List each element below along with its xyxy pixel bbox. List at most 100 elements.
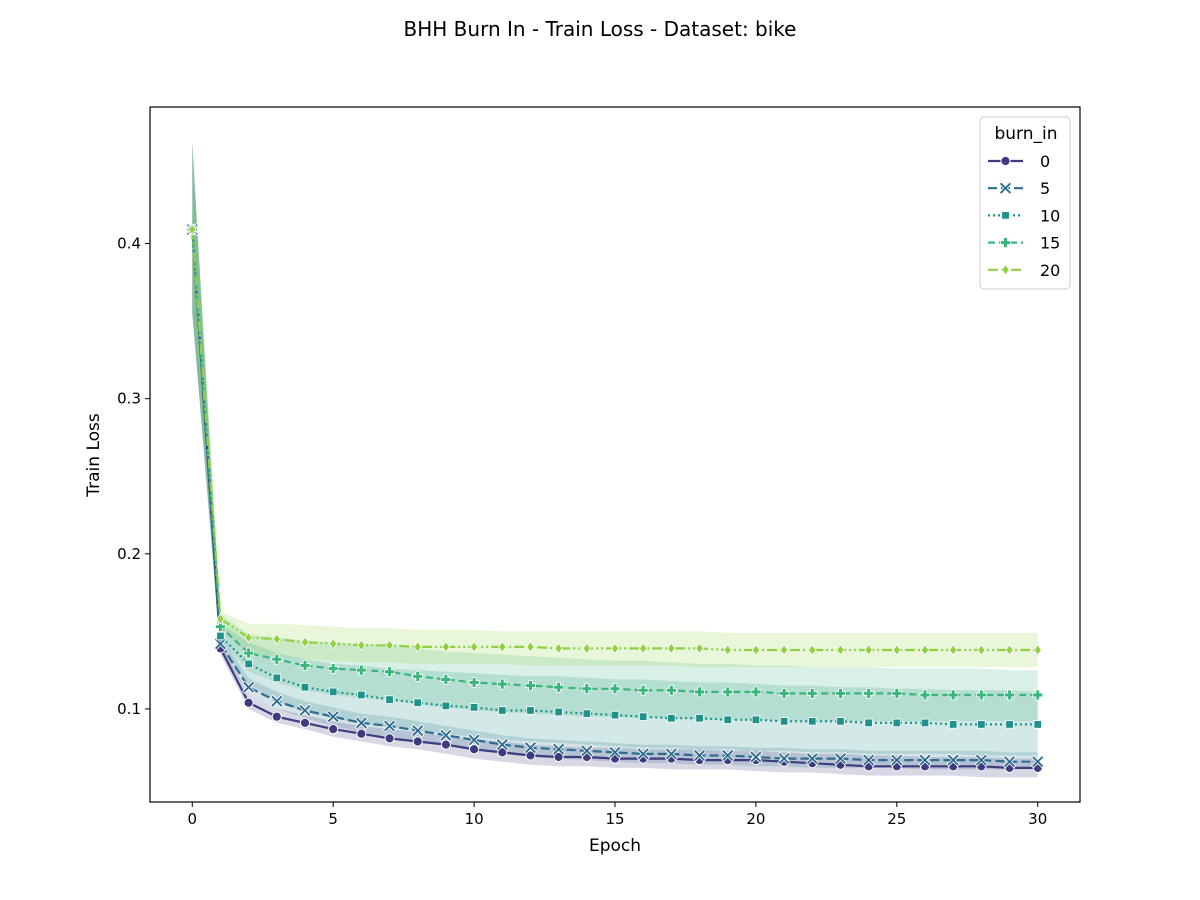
point-series-5	[608, 745, 622, 760]
point-series-5	[1002, 754, 1017, 769]
point-series-20	[554, 642, 563, 655]
point-series-10	[638, 712, 648, 721]
point-series-15	[750, 686, 762, 698]
point-series-15	[412, 670, 424, 682]
point-series-0	[497, 747, 508, 758]
legend-label-10: 10	[1040, 206, 1060, 225]
point-series-20	[977, 644, 986, 656]
point-series-10	[892, 718, 902, 728]
legend-marker-0	[1000, 155, 1011, 167]
point-series-10	[1033, 720, 1042, 729]
point-series-5	[777, 751, 791, 766]
point-series-0	[412, 736, 423, 747]
y-tick-label: 0.2	[117, 545, 141, 563]
point-series-20	[526, 641, 535, 653]
point-series-10	[526, 706, 535, 715]
point-series-15	[468, 677, 480, 688]
point-series-15	[863, 688, 875, 699]
point-series-0	[271, 711, 282, 722]
y-tick-label: 0.4	[117, 235, 141, 253]
point-series-5	[664, 747, 679, 761]
point-series-10	[385, 695, 394, 704]
point-series-15	[778, 688, 790, 699]
point-series-15	[919, 689, 931, 701]
point-series-20	[413, 641, 422, 653]
point-series-20	[441, 641, 451, 653]
point-series-20	[1033, 644, 1042, 656]
point-series-5	[495, 737, 509, 752]
point-series-20	[244, 631, 253, 644]
legend-title: burn_in	[994, 124, 1057, 144]
point-series-15	[665, 684, 677, 696]
point-series-5	[580, 744, 594, 758]
x-tick-label: 25	[887, 810, 906, 828]
point-series-20	[188, 223, 197, 236]
point-series-20	[272, 633, 282, 645]
point-series-20	[469, 641, 479, 653]
point-series-0	[440, 739, 452, 750]
legend: burn_in 0 5 10 15 20	[979, 116, 1071, 290]
x-tick-label: 5	[328, 810, 338, 828]
point-series-5	[833, 751, 848, 766]
point-series-5	[411, 723, 425, 738]
point-series-5	[523, 741, 538, 755]
point-series-15	[440, 674, 452, 685]
point-series-10	[723, 715, 732, 724]
x-tick-label: 10	[465, 810, 484, 828]
point-series-20	[695, 642, 704, 655]
point-series-15	[299, 660, 311, 671]
legend-marker-20	[1001, 264, 1010, 276]
point-series-15	[722, 686, 734, 698]
legend-marker-5	[998, 181, 1013, 195]
point-series-20	[300, 636, 310, 648]
x-axis-label: Epoch	[589, 836, 641, 856]
point-series-5	[213, 637, 228, 651]
x-tick-label: 0	[187, 810, 197, 828]
point-series-10	[1005, 720, 1014, 729]
point-series-0	[525, 750, 536, 761]
point-series-5	[946, 753, 960, 767]
point-series-5	[298, 703, 312, 718]
y-tick-label: 0.1	[117, 700, 141, 718]
point-series-0	[356, 728, 367, 739]
point-series-10	[977, 720, 986, 729]
point-series-10	[751, 715, 761, 724]
point-series-10	[216, 631, 225, 641]
point-series-10	[864, 718, 873, 728]
point-series-20	[751, 644, 761, 656]
legend-label-5: 5	[1040, 179, 1050, 198]
point-series-0	[553, 751, 564, 763]
point-series-0	[243, 697, 254, 708]
point-series-10	[920, 718, 930, 728]
point-series-5	[382, 719, 397, 733]
point-series-20	[582, 642, 592, 655]
point-series-15	[806, 688, 818, 699]
point-series-15	[496, 678, 508, 690]
point-series-10	[695, 714, 704, 723]
point-series-5	[721, 748, 735, 763]
point-series-20	[723, 644, 732, 656]
point-series-15	[975, 689, 987, 701]
point-series-15	[215, 621, 226, 633]
point-series-10	[498, 706, 507, 715]
point-series-10	[582, 709, 592, 718]
point-series-5	[636, 747, 650, 761]
point-series-15	[637, 684, 649, 696]
legend-items: 0 5 10 15 20	[988, 152, 1060, 280]
point-series-5	[241, 680, 256, 694]
point-series-15	[835, 688, 846, 699]
point-series-15	[1032, 689, 1044, 701]
point-series-20	[216, 613, 225, 625]
point-series-15	[384, 666, 395, 678]
point-series-15	[525, 680, 536, 692]
point-series-15	[355, 664, 367, 676]
point-series-5	[918, 753, 932, 767]
x-tick-label: 20	[746, 810, 765, 828]
point-series-15	[553, 681, 565, 693]
legend-label-20: 20	[1040, 261, 1060, 280]
point-series-0	[299, 717, 311, 728]
point-series-20	[892, 644, 902, 656]
x-tick-label: 15	[605, 810, 624, 828]
point-series-10	[272, 673, 282, 683]
